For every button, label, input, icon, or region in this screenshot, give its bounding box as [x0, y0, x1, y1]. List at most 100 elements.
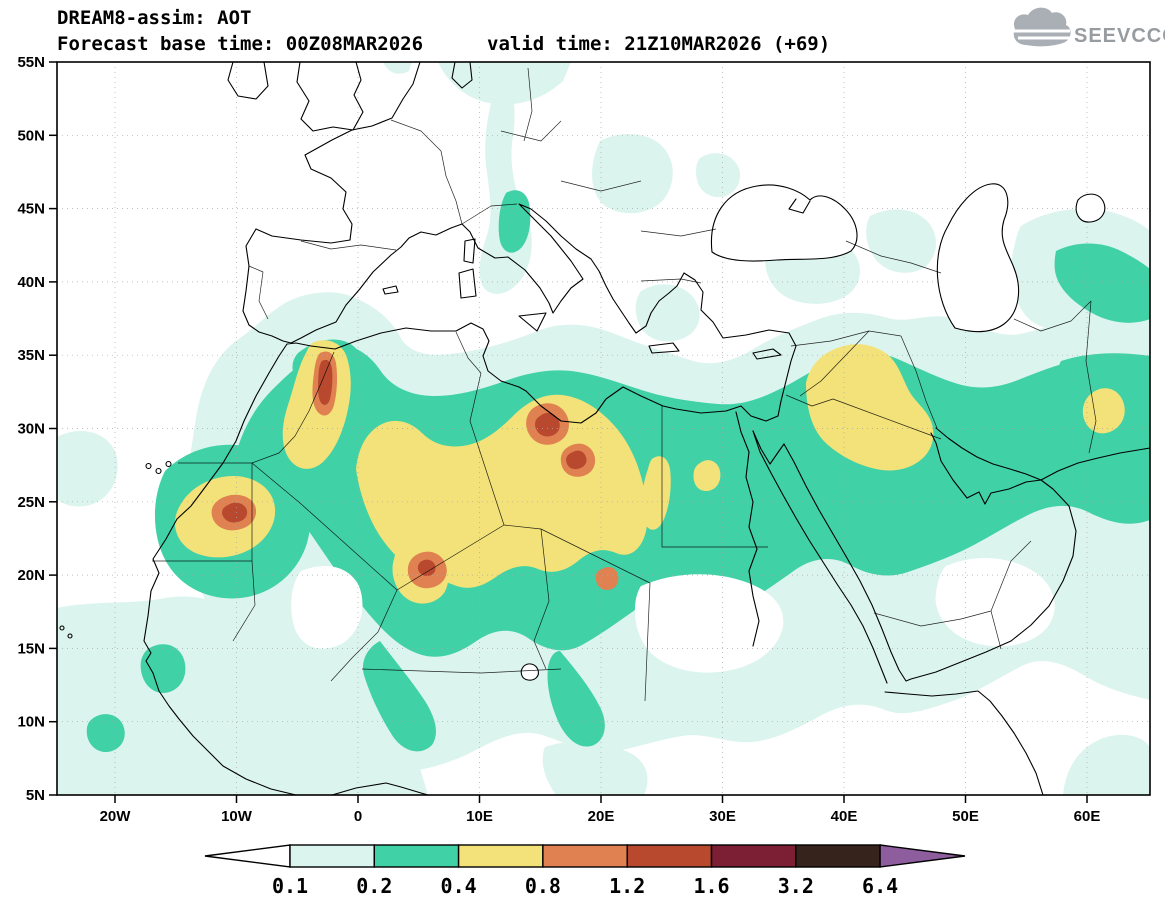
lat-axis-label: 20N — [17, 567, 45, 584]
aot-area-caucasus — [866, 209, 936, 273]
chart-subtitle-valid-time: valid time: 21Z10MAR2026 (+69) — [487, 33, 830, 55]
contour-clear-holes — [291, 557, 1055, 673]
aot-area-aegean — [635, 284, 700, 342]
colorbar-level-label: 1.6 — [693, 874, 729, 898]
border-iran-turkmenistan — [1013, 300, 1092, 332]
colorbar-legend: 0.1 0.2 0.4 0.8 1.2 1.6 3.2 6.4 — [204, 844, 966, 898]
arabia-coast — [783, 432, 1077, 682]
colorbar-level-label: 3.2 — [778, 874, 814, 898]
nile-river — [735, 411, 760, 647]
coastline-ireland — [227, 62, 269, 100]
crimea-peninsula — [788, 198, 811, 214]
border-algeria-niger — [396, 524, 505, 591]
coastline-britain — [296, 62, 364, 132]
aot-finger-chad — [547, 651, 605, 747]
colorbar-level-label: 0.4 — [441, 874, 477, 898]
colorbar-above-arrow — [879, 844, 966, 868]
border-jordan-saudi-iraq — [785, 394, 942, 440]
caspian-sea — [936, 183, 1020, 333]
border-turkey-south — [790, 330, 902, 347]
aot-max-sw-libya — [566, 450, 587, 470]
border-niger-nigeria — [361, 668, 562, 674]
colorbar-level-label: 0.8 — [525, 874, 561, 898]
colorbar-level-label: 1.2 — [609, 874, 645, 898]
lon-axis-label: 40E — [831, 808, 858, 825]
border-france-east — [390, 119, 463, 225]
lat-axis-label: 10N — [17, 714, 45, 731]
border-yemen-oman — [873, 540, 1032, 650]
aot-plume-central-sahara — [356, 394, 648, 588]
contour-level-1.2 — [222, 359, 587, 576]
lon-axis-label: 20W — [100, 808, 132, 825]
colorbar-level-label: 0.2 — [356, 874, 392, 898]
aot-max-mauritania — [222, 502, 248, 523]
lat-axis-label: 50N — [17, 127, 45, 144]
border-libya-egypt-sudan — [661, 406, 768, 548]
logo-text: SEEVCCC — [1074, 25, 1165, 47]
colorbar-below-arrow — [204, 844, 291, 868]
iran-gulf-coast — [935, 427, 1150, 481]
clear-area-west-sahel — [291, 566, 363, 649]
border-syria-iraq — [799, 330, 870, 397]
island-mallorca — [382, 285, 399, 295]
border-chad-west — [533, 528, 550, 670]
lon-axis-label: 30E — [709, 808, 736, 825]
black-sea — [710, 184, 858, 262]
aot-area-east-europe — [592, 133, 673, 214]
lat-axis-label: 30N — [17, 421, 45, 438]
aral-sea — [1075, 193, 1106, 223]
aot-area-bottom-right — [1063, 734, 1150, 795]
border-sahel-west — [232, 560, 398, 682]
coastline-europe-africa — [143, 62, 797, 795]
border-morocco-algeria — [251, 351, 335, 464]
border-libya-niger-chad-sudan — [503, 524, 651, 702]
logo: SEEVCCC — [1012, 7, 1165, 47]
aot-area-gulf-of-guinea — [542, 741, 648, 795]
aot-core-niger — [595, 567, 619, 590]
colorbar-segment — [457, 844, 544, 868]
coastline-gulf-of-guinea — [331, 782, 429, 795]
somalia-coast — [884, 690, 1044, 795]
colorbar-segment — [795, 844, 881, 868]
border-iraq-iran — [900, 335, 938, 429]
lat-axis-label: 40N — [17, 274, 45, 291]
aot-max-algeria-libya — [535, 412, 560, 437]
canary-islands — [145, 460, 172, 475]
aot-max-mali — [417, 559, 436, 576]
colorbar-segment — [289, 844, 376, 868]
cloud-icon-stripes — [1012, 29, 1072, 40]
aot-area-north-sea — [383, 62, 412, 74]
aot-area-ukraine — [696, 153, 741, 198]
island-corsica — [463, 238, 476, 264]
sinai-coast — [752, 430, 785, 465]
lon-axis-label: 10E — [466, 808, 493, 825]
colorbar-segment — [542, 844, 628, 868]
island-sardinia — [458, 268, 477, 299]
cloud-icon — [1013, 7, 1071, 47]
lat-axis-label: 15N — [17, 640, 45, 657]
lat-axis-label: 5N — [26, 787, 45, 804]
aot-spot-senegal — [140, 644, 186, 694]
coastline-jutland — [451, 62, 473, 89]
aot-spot-egypt — [693, 460, 721, 491]
red-sea-west-coast — [752, 430, 888, 684]
aot-area-left-edge-atlantic — [57, 430, 118, 507]
colorbar-segment — [626, 844, 713, 868]
aot-plume-middle-east — [806, 344, 934, 471]
axis-ticks — [49, 61, 1088, 803]
border-caucasus — [845, 240, 942, 274]
colorbar-segment — [373, 844, 460, 868]
island-crete — [648, 342, 680, 354]
border-algeria-libya — [469, 372, 505, 526]
chart-title: DREAM8-assim: AOT — [57, 7, 251, 29]
border-algeria-mali — [251, 462, 398, 591]
border-spain-portugal — [248, 265, 269, 320]
lat-axis-label: 55N — [17, 54, 45, 71]
contour-field — [57, 62, 1150, 795]
clear-area-arabia — [935, 557, 1055, 647]
lat-axis-label: 45N — [17, 201, 45, 218]
border-italy-alps — [461, 203, 518, 225]
border-central-europe — [500, 67, 717, 284]
colorbar-segment — [710, 844, 797, 868]
